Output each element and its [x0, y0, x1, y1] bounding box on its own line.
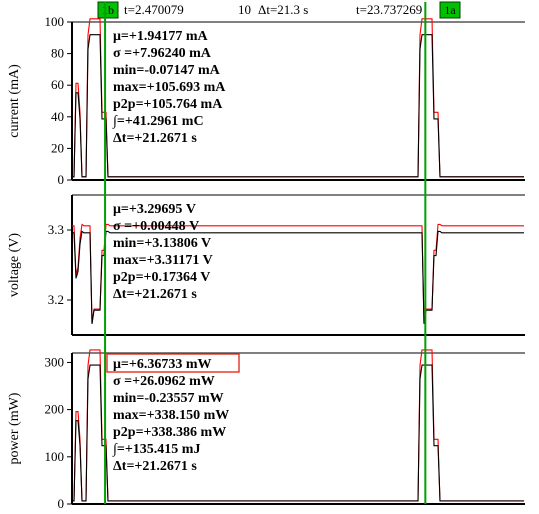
current-stat-0: μ=+1.94177 mA	[113, 29, 209, 44]
power-stat-2: min=-0.23557 mW	[113, 391, 224, 406]
current-stat-4: p2p=+105.764 mA	[113, 97, 223, 112]
voltage-stat-0: μ=+3.29695 V	[113, 202, 196, 217]
current-stat-1: σ =+7.96240 mA	[113, 46, 212, 61]
voltage-ytick-1: 3.3	[48, 222, 64, 237]
cursor-t1-label: t=2.470079	[124, 2, 184, 17]
current-stat-5: ∫=+41.2961 mC	[112, 114, 204, 129]
power-ytick-2: 200	[45, 402, 65, 417]
voltage-stat-5: Δt=+21.2671 s	[113, 287, 197, 302]
center-prefix: 10	[238, 2, 251, 17]
current-stat-3: max=+105.693 mA	[113, 80, 226, 95]
current-ytick-3: 60	[51, 77, 64, 92]
current-ytick-1: 20	[51, 140, 64, 155]
svg-text:1b: 1b	[102, 3, 114, 17]
current-ytick-2: 40	[51, 109, 64, 124]
cursor-t2-label: t=23.737269	[356, 2, 422, 17]
power-stat-5: ∫=+135.415 mJ	[112, 442, 200, 457]
voltage-axis-label: voltage (V)	[7, 233, 22, 297]
power-stat-3: max=+338.150 mW	[113, 408, 229, 423]
power-ytick-1: 100	[45, 449, 65, 464]
current-axis-label: current (mA)	[7, 64, 22, 138]
voltage-stat-4: p2p=+0.17364 V	[113, 270, 210, 285]
current-ytick-4: 80	[51, 46, 64, 61]
delta-t-label: Δt=21.3 s	[258, 2, 308, 17]
current-ytick-0: 0	[58, 172, 65, 187]
svg-text:1a: 1a	[444, 3, 456, 17]
power-stat-0: μ=+6.36733 mW	[113, 357, 212, 372]
current-stat-6: Δt=+21.2671 s	[113, 131, 197, 146]
voltage-stat-2: min=+3.13806 V	[113, 236, 211, 251]
current-stat-2: min=-0.07147 mA	[113, 63, 221, 78]
voltage-stat-1: σ =+0.00448 V	[113, 219, 199, 234]
power-stat-4: p2p=+338.386 mW	[113, 425, 226, 440]
oscilloscope-chart: 1b 1a t=2.470079 10 Δt=21.3 s t=23.737269 0 20 4…	[0, 0, 539, 514]
power-ytick-0: 0	[58, 496, 65, 511]
power-ytick-3: 300	[45, 354, 65, 369]
voltage-stat-3: max=+3.31171 V	[113, 253, 213, 268]
power-stat-6: Δt=+21.2671 s	[113, 459, 197, 474]
power-stat-1: σ =+26.0962 mW	[113, 374, 215, 389]
voltage-ytick-0: 3.2	[48, 292, 64, 307]
current-ytick-5: 100	[45, 14, 65, 29]
power-axis-label: power (mW)	[7, 392, 22, 464]
